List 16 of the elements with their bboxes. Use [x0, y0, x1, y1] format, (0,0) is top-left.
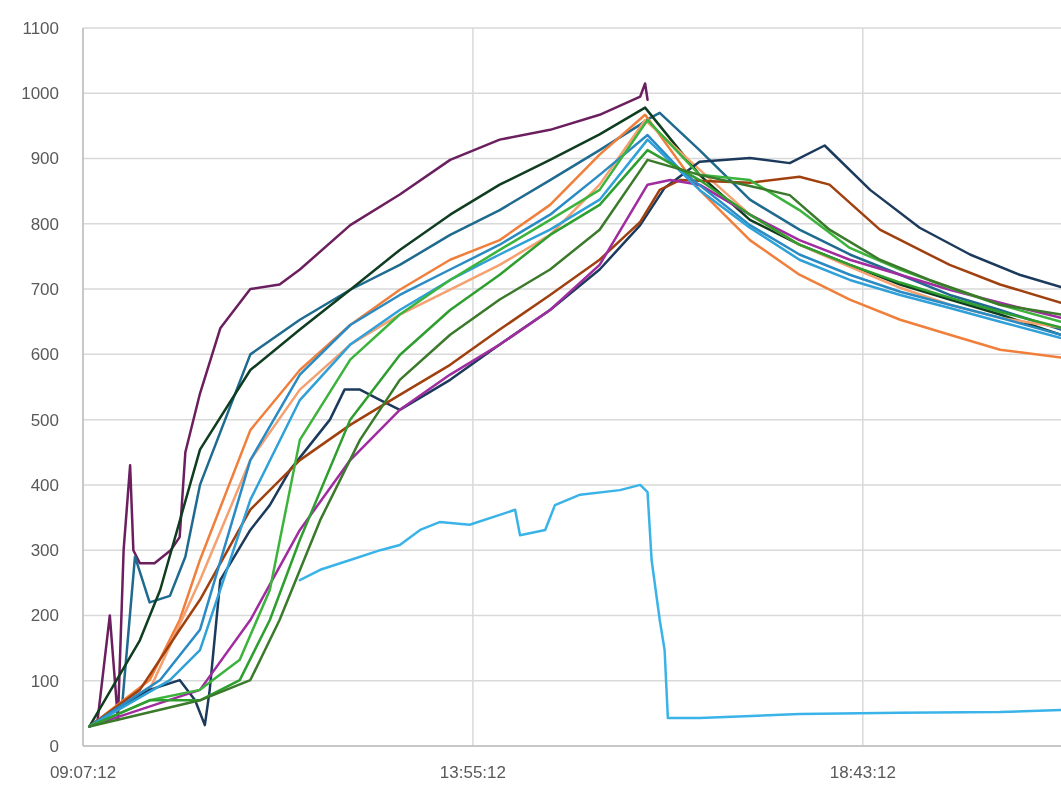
y-tick-label: 1000	[21, 84, 59, 104]
y-tick-label: 200	[30, 606, 59, 626]
y-tick-label: 600	[30, 345, 59, 365]
y-tick-label: 100	[30, 671, 59, 691]
y-tick-label: 900	[30, 149, 59, 169]
y-tick-label: 700	[30, 280, 59, 300]
y-tick-label: 400	[30, 475, 59, 495]
x-tick-label: 09:07:12	[49, 763, 117, 782]
x-tick-label: 13:55:12	[439, 763, 506, 782]
y-tick-label: 1100	[22, 18, 59, 38]
y-tick-label: 500	[30, 410, 59, 430]
x-tick-label: 18:43:12	[829, 763, 896, 782]
y-tick-label: 0	[49, 736, 59, 756]
y-tick-label: 800	[30, 214, 59, 234]
y-tick-label: 300	[30, 541, 59, 561]
line-series	[298, 483, 1061, 720]
